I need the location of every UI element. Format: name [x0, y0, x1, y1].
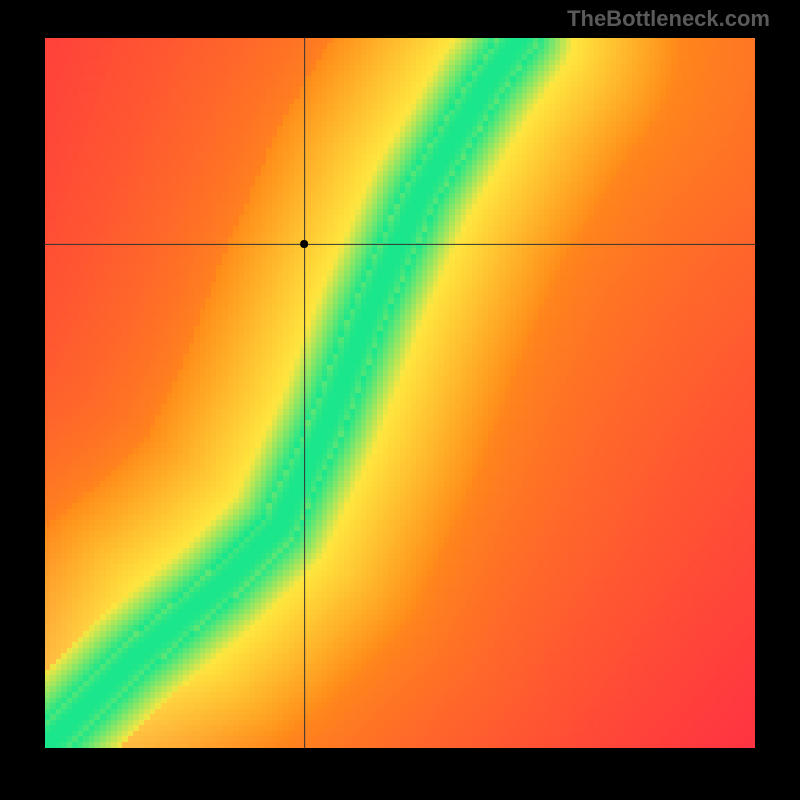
heatmap-canvas — [45, 38, 755, 748]
heatmap-plot — [45, 38, 755, 748]
watermark-text: TheBottleneck.com — [567, 6, 770, 32]
